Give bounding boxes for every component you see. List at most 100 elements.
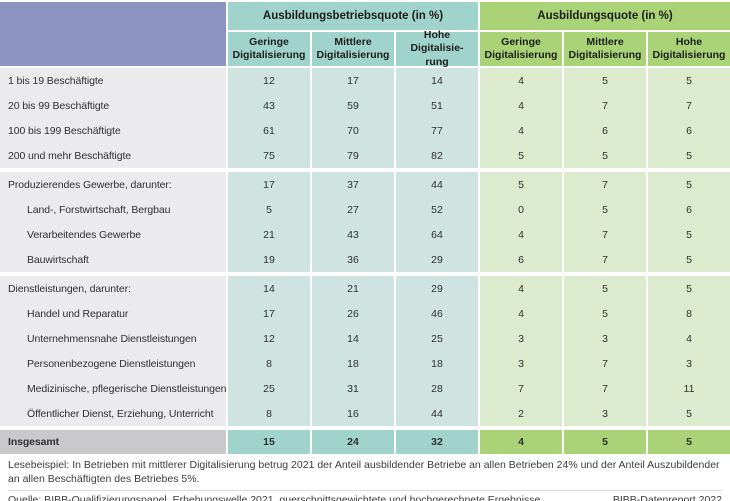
cell-value: 7 (564, 222, 646, 247)
cell-value: 5 (648, 172, 730, 197)
subheader-hohe-digitalisierung-2: Hohe Digitalisierung (648, 32, 730, 66)
table-row: Dienstleistungen, darunter: 14 21 29 4 5 5 (0, 276, 730, 301)
cell-value: 17 (312, 68, 394, 93)
column-group-header-ausbildungsquote: Ausbildungsquote (in %) (480, 2, 730, 30)
table-row: Bauwirtschaft 19 36 29 6 7 5 (0, 247, 730, 272)
cell-value: 43 (228, 93, 310, 118)
total-cell-value: 24 (312, 430, 394, 454)
cell-value: 18 (396, 351, 478, 376)
cell-value: 14 (228, 276, 310, 301)
cell-value: 4 (480, 118, 562, 143)
cell-value: 4 (648, 326, 730, 351)
row-label: Personenbezogene Dienstleistungen (0, 351, 226, 376)
cell-value: 3 (564, 401, 646, 426)
cell-value: 5 (648, 68, 730, 93)
cell-value: 27 (312, 197, 394, 222)
cell-value: 25 (228, 376, 310, 401)
cell-value: 6 (648, 118, 730, 143)
table-header: Ausbildungsbetriebsquote (in %) Ausbildu… (0, 2, 730, 68)
cell-value: 4 (480, 276, 562, 301)
subheader-mittlere-digitalisierung-1: Mittlere Digitalisierung (312, 32, 394, 66)
total-row: Insgesamt 15 24 32 4 5 5 (0, 430, 730, 454)
data-table: Ausbildungsbetriebsquote (in %) Ausbildu… (0, 2, 730, 454)
row-label: Medizinische, pflegerische Dienstleistun… (0, 376, 227, 401)
cell-value: 36 (312, 247, 394, 272)
table-row: Öffentlicher Dienst, Erziehung, Unterric… (0, 401, 730, 426)
cell-value: 0 (480, 197, 562, 222)
total-cell-value: 4 (480, 430, 562, 454)
cell-value: 14 (312, 326, 394, 351)
total-section: Insgesamt 15 24 32 4 5 5 (0, 430, 730, 454)
cell-value: 4 (480, 93, 562, 118)
cell-value: 21 (228, 222, 310, 247)
cell-value: 5 (648, 401, 730, 426)
cell-value: 7 (564, 93, 646, 118)
cell-value: 5 (564, 143, 646, 168)
cell-value: 4 (480, 222, 562, 247)
cell-value: 7 (564, 376, 646, 401)
cell-value: 77 (396, 118, 478, 143)
cell-value: 46 (396, 301, 478, 326)
cell-value: 7 (480, 376, 562, 401)
table-row: Land-, Forstwirtschaft, Bergbau 5 27 52 0 5 6 (0, 197, 730, 222)
cell-value: 3 (648, 351, 730, 376)
cell-value: 37 (312, 172, 394, 197)
row-label: Verarbeitendes Gewerbe (0, 222, 226, 247)
table-row: 20 bis 99 Beschäftigte 43 59 51 4 7 7 (0, 93, 730, 118)
cell-value: 7 (564, 351, 646, 376)
cell-value: 70 (312, 118, 394, 143)
cell-value: 5 (648, 276, 730, 301)
cell-value: 44 (396, 401, 478, 426)
cell-value: 5 (648, 222, 730, 247)
total-cell-value: 5 (564, 430, 646, 454)
cell-value: 25 (396, 326, 478, 351)
source-row: Quelle: BIBB-Qualifizierungspanel, Erheb… (8, 490, 722, 501)
cell-value: 82 (396, 143, 478, 168)
reading-example-note: Lesebeispiel: In Betrieben mit mittlerer… (8, 459, 720, 485)
row-label: 100 bis 199 Beschäftigte (0, 118, 226, 143)
subheader-geringe-digitalisierung-2: Geringe Digitalisierung (480, 32, 562, 66)
row-label: Land-, Forstwirtschaft, Bergbau (0, 197, 226, 222)
table-row: Verarbeitendes Gewerbe 21 43 64 4 7 5 (0, 222, 730, 247)
row-label: Produzierendes Gewerbe, darunter: (0, 172, 226, 197)
cell-value: 12 (228, 68, 310, 93)
cell-value: 5 (564, 197, 646, 222)
cell-value: 5 (564, 68, 646, 93)
cell-value: 11 (648, 376, 730, 401)
cell-value: 21 (312, 276, 394, 301)
total-cell-value: 15 (228, 430, 310, 454)
cell-value: 28 (396, 376, 478, 401)
cell-value: 17 (228, 301, 310, 326)
report-credit: BIBB-Datenreport 2022 (612, 494, 722, 501)
column-group-header-ausbildungsbetriebsquote: Ausbildungsbetriebsquote (in %) (228, 2, 478, 30)
cell-value: 59 (312, 93, 394, 118)
row-label: Handel und Reparatur (0, 301, 226, 326)
cell-value: 6 (648, 197, 730, 222)
cell-value: 4 (480, 301, 562, 326)
cell-value: 17 (228, 172, 310, 197)
row-label: Dienstleistungen, darunter: (0, 276, 226, 301)
cell-value: 16 (312, 401, 394, 426)
cell-value: 64 (396, 222, 478, 247)
row-group: 1 bis 19 Beschäftigte 12 17 14 4 5 5 20 bis 99 … (0, 68, 730, 168)
table-row: Unternehmensnahe Dienstleistungen 12 14 25 3… (0, 326, 730, 351)
cell-value: 12 (228, 326, 310, 351)
cell-value: 7 (564, 247, 646, 272)
row-label: Öffentlicher Dienst, Erziehung, Unterric… (0, 401, 226, 426)
header-corner-block (0, 2, 226, 66)
cell-value: 75 (228, 143, 310, 168)
cell-value: 7 (648, 93, 730, 118)
cell-value: 5 (564, 301, 646, 326)
cell-value: 26 (312, 301, 394, 326)
cell-value: 14 (396, 68, 478, 93)
row-label: 1 bis 19 Beschäftigte (0, 68, 226, 93)
cell-value: 8 (228, 351, 310, 376)
table-row: 200 und mehr Beschäftigte 75 79 82 5 5 5 (0, 143, 730, 168)
total-row-label: Insgesamt (0, 430, 226, 454)
cell-value: 51 (396, 93, 478, 118)
total-cell-value: 32 (396, 430, 478, 454)
cell-value: 79 (312, 143, 394, 168)
row-label: Unternehmensnahe Dienstleistungen (0, 326, 226, 351)
row-label: Bauwirtschaft (0, 247, 226, 272)
